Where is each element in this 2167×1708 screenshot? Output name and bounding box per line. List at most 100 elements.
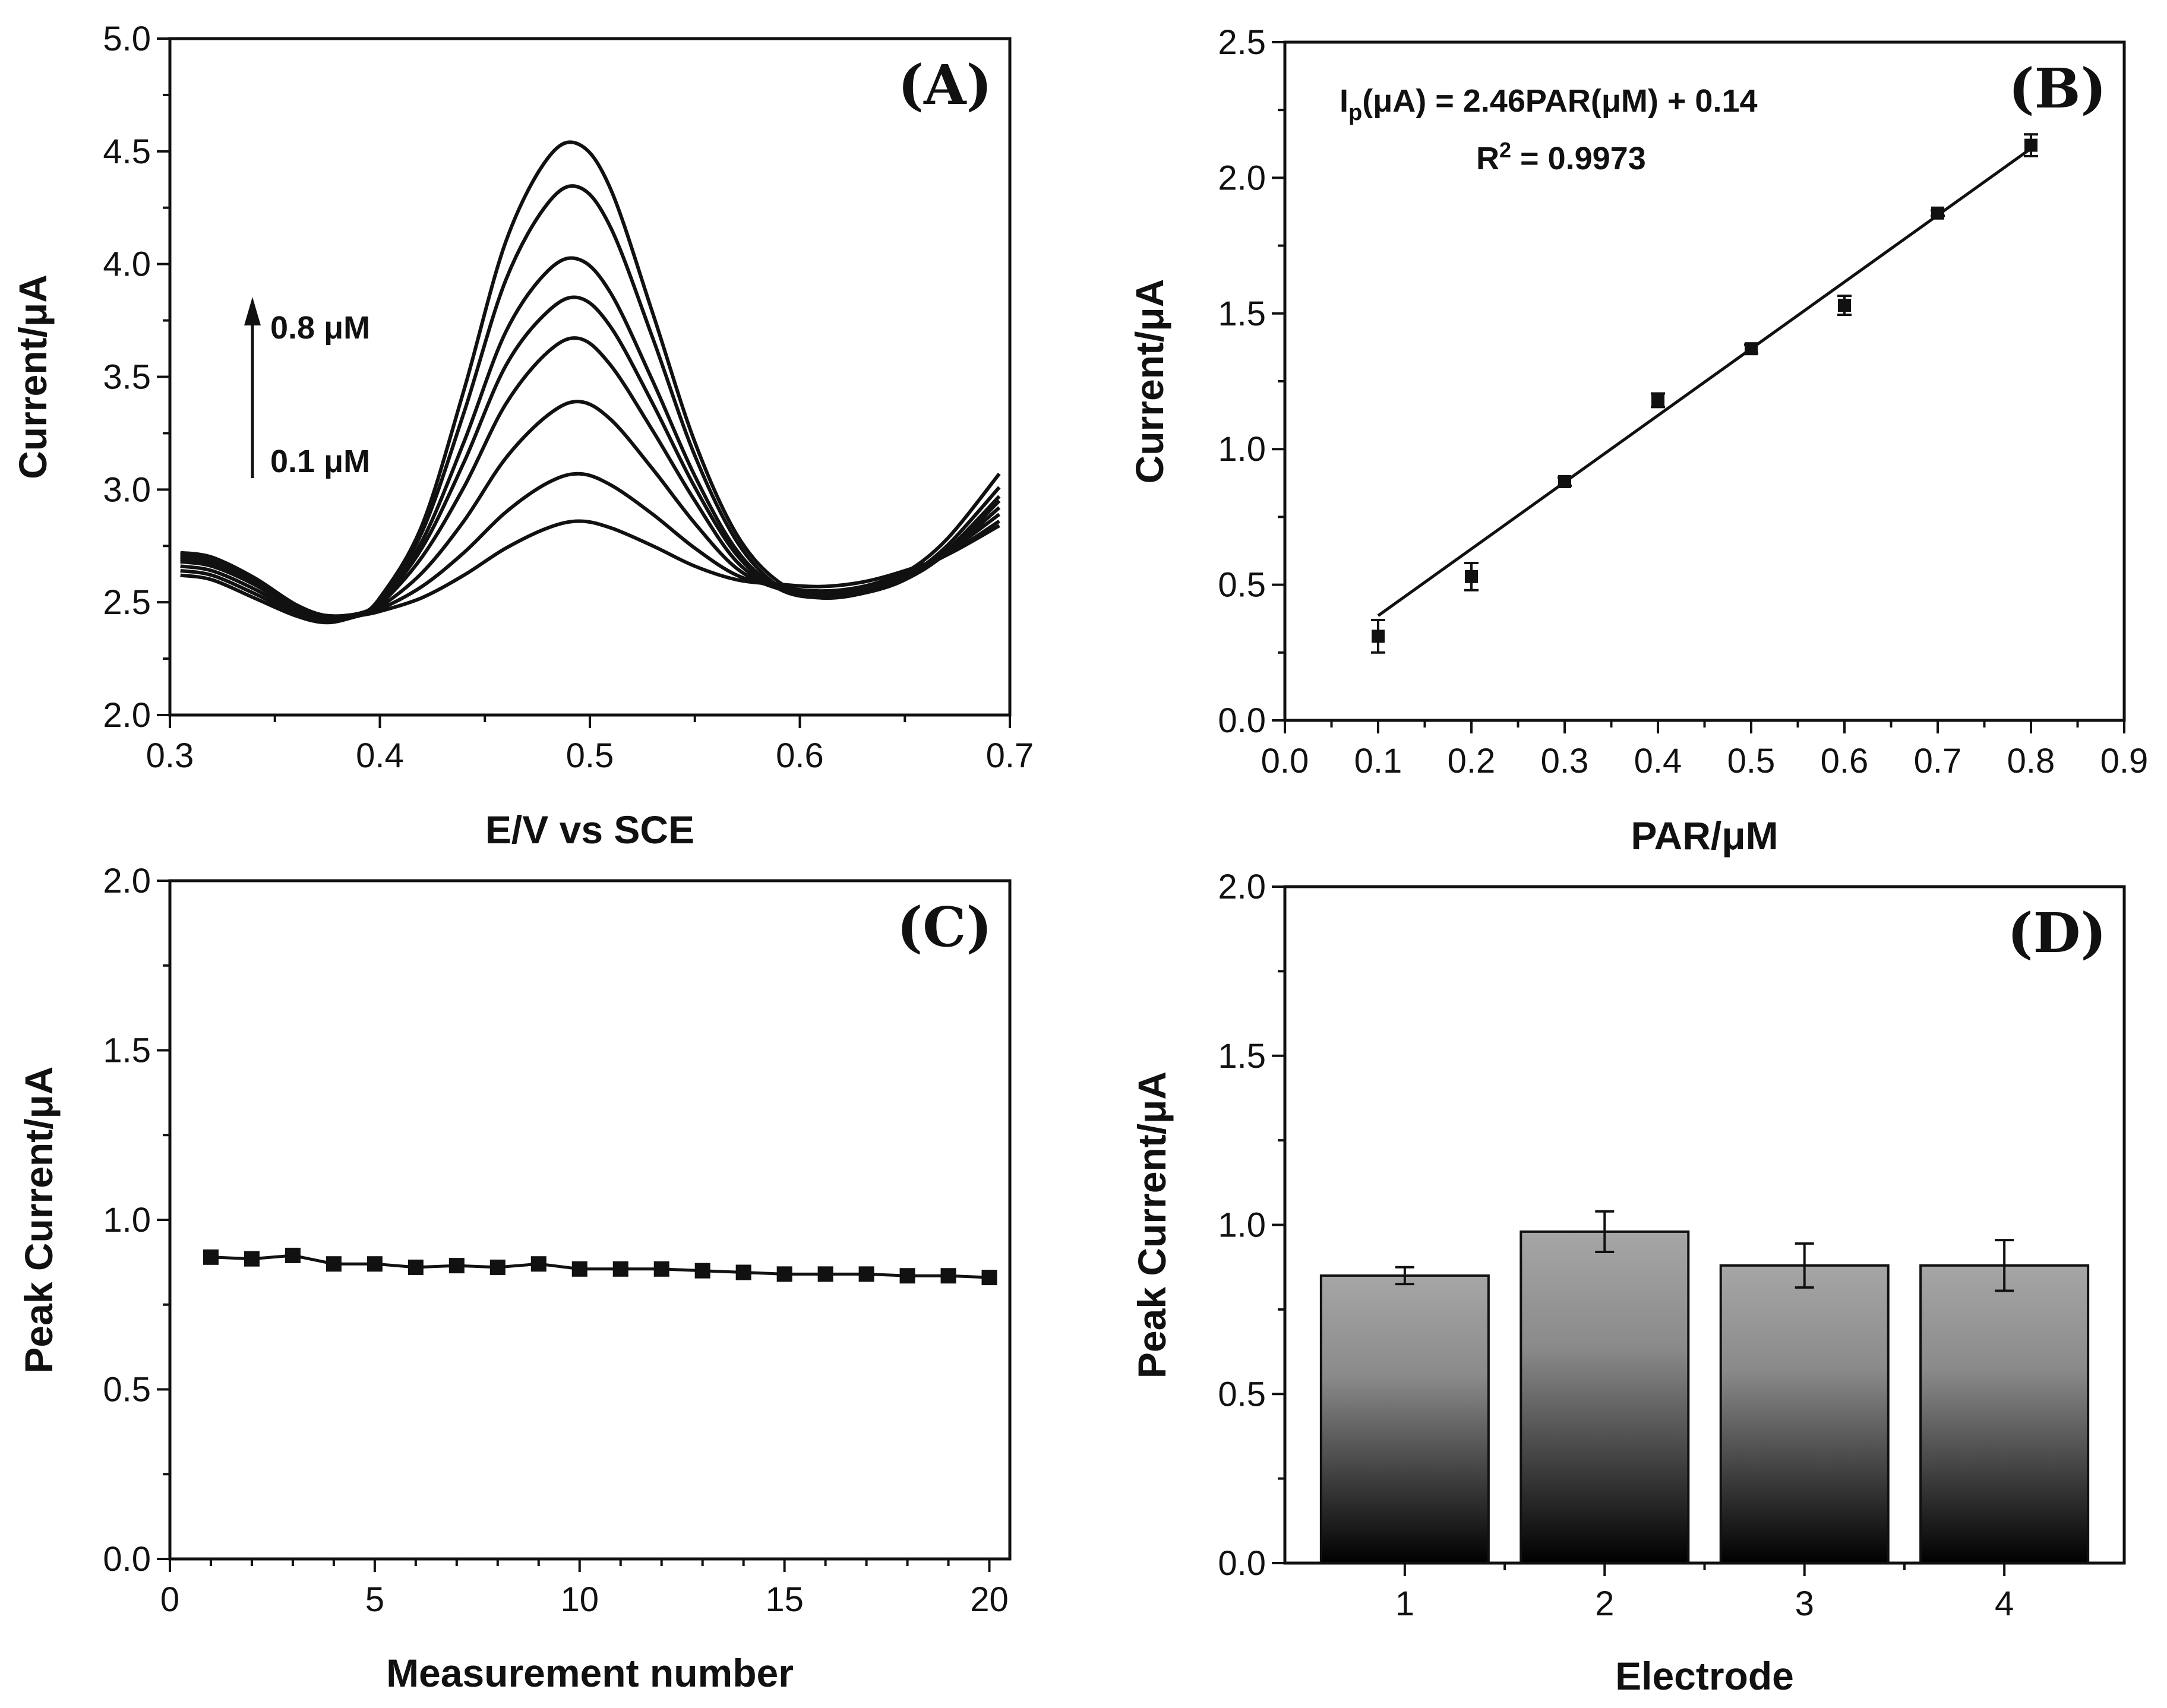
- y-axis-title-d: Peak Current/μA: [1130, 1071, 1174, 1378]
- data-point-b-7: [1931, 206, 1944, 220]
- y-tick-label-c-2: 1.0: [103, 1201, 151, 1239]
- data-point-c-15: [776, 1266, 792, 1282]
- fit-equation: Ip(μA) = 2.46PAR(μM) + 0.14: [1340, 83, 1758, 125]
- y-axis-title-a: Current/μA: [11, 274, 55, 479]
- x-tick-label-b-8: 0.8: [2007, 742, 2055, 780]
- y-axis-title-c: Peak Current/μA: [17, 1066, 61, 1373]
- dpv-curve-2: [180, 472, 1000, 622]
- x-tick-label-b-1: 0.1: [1354, 742, 1402, 780]
- x-tick-label-b-6: 0.6: [1821, 742, 1869, 780]
- data-point-b-5: [1745, 342, 1758, 356]
- x-tick-label-a-2: 0.5: [566, 736, 614, 775]
- y-tick-label-a-3: 3.5: [103, 358, 151, 397]
- data-point-c-13: [694, 1263, 710, 1279]
- data-point-b-6: [1838, 299, 1851, 312]
- x-tick-label-c-0: 0: [160, 1580, 179, 1619]
- data-point-b-2: [1465, 570, 1478, 583]
- data-point-c-11: [612, 1261, 628, 1277]
- x-tick-label-a-4: 0.7: [986, 736, 1034, 775]
- y-tick-label-b-3: 1.5: [1218, 295, 1266, 333]
- y-tick-label-d-1: 0.5: [1218, 1375, 1266, 1413]
- data-point-c-6: [408, 1259, 424, 1275]
- panel-b: 0.0 0.5 1.0 1.5 2.0 2.5 0.0 0.1 0.2 0.3 0.4 0.5 0.6 0…: [1127, 23, 2148, 858]
- x-tick-label-b-0: 0.0: [1261, 742, 1309, 780]
- x-axis-title-c: Measurement number: [386, 1651, 794, 1695]
- x-axis-title-a: E/V vs SCE: [485, 808, 694, 852]
- x-tick-label-b-3: 0.3: [1541, 742, 1589, 780]
- x-tick-label-b-4: 0.4: [1634, 742, 1682, 780]
- x-tick-label-c-2: 10: [560, 1580, 599, 1619]
- x-tick-label-b-9: 0.9: [2100, 742, 2149, 780]
- data-point-c-18: [899, 1268, 915, 1284]
- data-point-b-3: [1558, 475, 1571, 489]
- y-tick-label-d-0: 0.0: [1218, 1544, 1266, 1583]
- x-axis-title-b: PAR/μM: [1631, 814, 1778, 858]
- bar-electrode-4: [1919, 1264, 2090, 1565]
- y-tick-label-b-0: 0.0: [1218, 701, 1266, 740]
- data-point-c-19: [940, 1268, 956, 1284]
- data-point-c-7: [448, 1258, 465, 1274]
- fit-equation-i: I: [1340, 83, 1348, 119]
- x-tick-label-a-3: 0.6: [776, 736, 824, 775]
- y-axis-title-b: Current/μA: [1127, 279, 1171, 484]
- panel-tag-d: (D): [2007, 901, 2106, 965]
- y-tick-label-a-4: 4.0: [103, 245, 151, 284]
- data-point-c-17: [858, 1266, 874, 1282]
- y-tick-label-b-1: 0.5: [1218, 566, 1266, 605]
- x-tick-label-d-2: 3: [1795, 1584, 1814, 1623]
- y-tick-label-a-6: 5.0: [103, 20, 151, 58]
- x-tick-label-b-2: 0.2: [1448, 742, 1496, 780]
- data-point-c-10: [571, 1261, 587, 1277]
- x-tick-label-c-3: 15: [765, 1580, 804, 1619]
- x-axis-title-d: Electrode: [1615, 1654, 1794, 1698]
- dpv-curve-1: [180, 519, 1000, 625]
- x-tick-label-d-3: 4: [1995, 1584, 2014, 1623]
- panel-a: 2.0 2.5 3.0 3.5 4.0 4.5 5.0 0.3 0.4 0.5 0.6 0.7 0.8 …: [11, 20, 1034, 852]
- y-tick-label-c-3: 1.5: [103, 1032, 151, 1070]
- data-point-b-8: [2024, 138, 2038, 152]
- r-squared: R2 = 0.9973: [1476, 138, 1646, 176]
- y-tick-label-d-3: 1.5: [1218, 1037, 1266, 1076]
- data-point-c-3: [285, 1247, 301, 1263]
- annotation-top-concentration: 0.8 μM: [270, 310, 370, 346]
- dpv-curve-3: [180, 400, 1001, 620]
- x-tick-label-c-1: 5: [365, 1580, 384, 1619]
- panel-tag-c: (C): [897, 895, 992, 959]
- data-point-c-16: [817, 1266, 833, 1282]
- y-tick-label-a-1: 2.5: [103, 583, 151, 622]
- y-tick-label-d-4: 2.0: [1218, 868, 1266, 906]
- panel-tag-a: (A): [898, 53, 992, 117]
- fit-equation-subscript: p: [1348, 100, 1362, 125]
- r-squared-superscript: 2: [1499, 138, 1511, 162]
- fit-equation-rest: (μA) = 2.46PAR(μM) + 0.14: [1362, 83, 1757, 119]
- plot-frame-c: [168, 879, 1012, 1561]
- data-point-c-4: [326, 1256, 342, 1272]
- dpv-curve-7: [180, 184, 1001, 618]
- y-tick-label-a-0: 2.0: [103, 696, 151, 735]
- data-point-c-1: [203, 1249, 219, 1265]
- y-tick-label-b-4: 2.0: [1218, 159, 1266, 197]
- x-tick-label-b-7: 0.7: [1914, 742, 1962, 780]
- data-point-c-8: [489, 1259, 506, 1275]
- dpv-curve-8: [180, 140, 1001, 619]
- data-point-c-12: [653, 1261, 669, 1277]
- panel-c: 0.0 0.5 1.0 1.5 2.0 0 5 10 15 20 Measurement numbe…: [17, 862, 1012, 1695]
- y-tick-label-c-1: 0.5: [103, 1371, 151, 1409]
- y-tick-label-b-2: 1.0: [1218, 430, 1266, 469]
- annotation-bottom-concentration: 0.1 μM: [270, 444, 370, 479]
- r-squared-value: = 0.9973: [1511, 141, 1646, 176]
- data-point-c-14: [735, 1264, 751, 1280]
- data-point-b-4: [1651, 393, 1664, 407]
- x-tick-label-a-1: 0.4: [356, 736, 404, 775]
- data-point-c-5: [367, 1256, 383, 1272]
- y-tick-label-d-2: 1.0: [1218, 1206, 1266, 1245]
- data-point-b-1: [1372, 630, 1385, 643]
- x-tick-label-d-1: 2: [1595, 1584, 1614, 1623]
- y-tick-label-a-5: 4.5: [103, 132, 151, 171]
- x-tick-label-d-0: 1: [1395, 1584, 1414, 1623]
- bar-electrode-3: [1719, 1264, 1890, 1565]
- x-tick-label-b-5: 0.5: [1727, 742, 1776, 780]
- y-tick-label-b-5: 2.5: [1218, 23, 1266, 62]
- data-point-c-9: [530, 1256, 547, 1272]
